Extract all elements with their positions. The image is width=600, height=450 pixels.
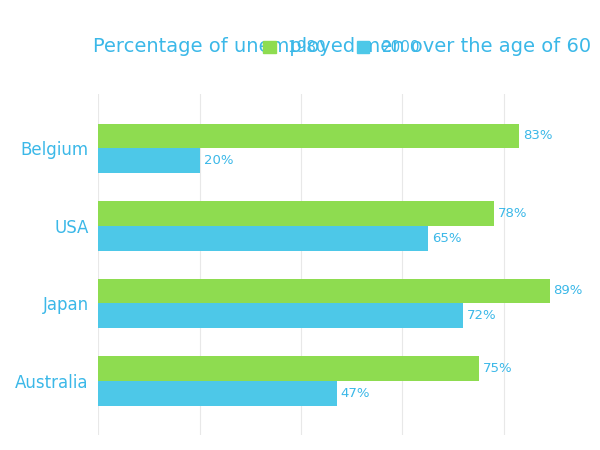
Text: 72%: 72% [467,309,497,322]
Bar [98,356,479,381]
Text: 75%: 75% [482,362,512,375]
Bar [98,279,550,303]
Text: 78%: 78% [498,207,527,220]
Bar [98,381,337,405]
Title: Percentage of unemployed men over the age of 60: Percentage of unemployed men over the ag… [92,37,590,57]
Text: 47%: 47% [341,387,370,400]
Legend: 1980, 2000: 1980, 2000 [263,40,420,55]
Bar [98,148,200,173]
Bar [98,124,519,148]
Bar [98,201,494,226]
Text: 83%: 83% [523,130,553,143]
Bar [98,303,463,328]
Text: 20%: 20% [203,154,233,167]
Text: 65%: 65% [432,232,461,245]
Text: 89%: 89% [554,284,583,297]
Bar [98,226,428,251]
